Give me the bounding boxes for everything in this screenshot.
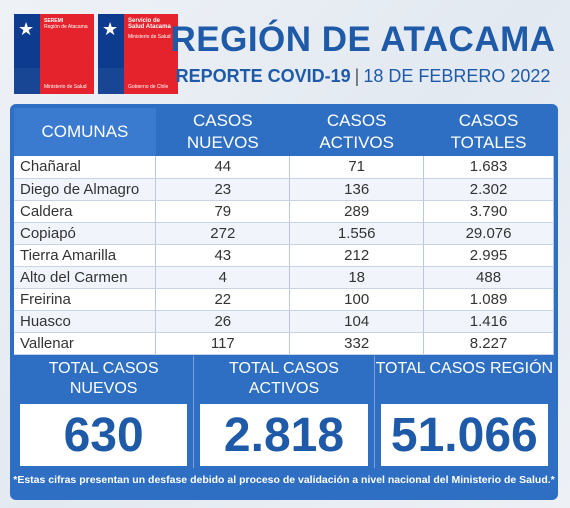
casos-totales-cell: 1.416 xyxy=(423,310,554,333)
star-icon: ★ xyxy=(102,19,119,39)
comuna-cell: Diego de Almagro xyxy=(14,178,157,201)
total-region-value: 51.066 xyxy=(390,408,538,462)
casos-totales-cell: 8.227 xyxy=(423,332,554,355)
totals-section: TOTAL CASOS NUEVOS 630 TOTAL CASOS ACTIV… xyxy=(14,356,554,468)
page-title: REGIÓN DE ATACAMA xyxy=(170,20,556,59)
logos: ★ SEREMI Región de Atacama Ministerio de… xyxy=(14,14,178,94)
table-row: Copiapó 272 1.556 29.076 xyxy=(14,222,554,245)
casos-activos-cell: 289 xyxy=(289,200,425,223)
casos-nuevos-cell: 272 xyxy=(155,222,291,245)
casos-activos-cell: 332 xyxy=(289,332,425,355)
casos-nuevos-cell: 26 xyxy=(155,310,291,333)
comuna-cell: Alto del Carmen xyxy=(14,266,157,289)
servicio-salud-logo: ★ Servicio de Salud Atacama Ministerio d… xyxy=(98,14,178,94)
report-date: 18 DE FEBRERO 2022 xyxy=(363,66,551,86)
casos-totales-cell: 2.302 xyxy=(423,178,554,201)
casos-nuevos-cell: 4 xyxy=(155,266,291,289)
casos-activos-cell: 71 xyxy=(289,156,425,179)
total-nuevos: TOTAL CASOS NUEVOS 630 xyxy=(14,356,193,468)
casos-totales-cell: 2.995 xyxy=(423,244,554,267)
casos-activos-cell: 136 xyxy=(289,178,425,201)
comuna-cell: Freirina xyxy=(14,288,157,311)
table-header-row: COMUNAS CASOS NUEVOS CASOS ACTIVOS CASOS… xyxy=(14,108,554,156)
casos-nuevos-cell: 79 xyxy=(155,200,291,223)
header-casos-totales: CASOS TOTALES xyxy=(423,108,554,156)
comuna-cell: Copiapó xyxy=(14,222,157,245)
header-comunas: COMUNAS xyxy=(14,108,156,156)
servicio-logo-line2: Ministerio de Salud xyxy=(128,34,171,40)
table-row: Chañaral 44 71 1.683 xyxy=(14,156,554,179)
total-activos: TOTAL CASOS ACTIVOS 2.818 xyxy=(193,356,373,468)
seremi-logo-line2: Región de Atacama xyxy=(44,24,88,30)
separator: | xyxy=(354,66,360,86)
report-subtitle: REPORTE COVID-19 | 18 DE FEBRERO 2022 xyxy=(168,66,558,87)
comuna-cell: Caldera xyxy=(14,200,157,223)
header-casos-activos: CASOS ACTIVOS xyxy=(289,108,424,156)
total-region-label: TOTAL CASOS REGIÓN xyxy=(375,360,554,377)
casos-totales-cell: 1.089 xyxy=(423,288,554,311)
table-row: Caldera 79 289 3.790 xyxy=(14,200,554,223)
footnote: *Estas cifras presentan un desfase debid… xyxy=(13,474,555,486)
comuna-cell: Chañaral xyxy=(14,156,157,179)
casos-nuevos-cell: 43 xyxy=(155,244,291,267)
comuna-cell: Huasco xyxy=(14,310,157,333)
total-activos-label: TOTAL CASOS ACTIVOS xyxy=(229,360,339,397)
casos-nuevos-cell: 44 xyxy=(155,156,291,179)
total-region: TOTAL CASOS REGIÓN 51.066 xyxy=(373,356,554,468)
casos-nuevos-cell: 22 xyxy=(155,288,291,311)
casos-totales-cell: 3.790 xyxy=(423,200,554,223)
casos-activos-cell: 18 xyxy=(289,266,425,289)
casos-totales-cell: 29.076 xyxy=(423,222,554,245)
total-activos-value: 2.818 xyxy=(223,408,345,462)
cases-table: COMUNAS CASOS NUEVOS CASOS ACTIVOS CASOS… xyxy=(14,108,554,355)
total-nuevos-value: 630 xyxy=(63,408,144,462)
total-nuevos-label: TOTAL CASOS NUEVOS xyxy=(48,360,159,397)
servicio-logo-line1: Servicio de Salud Atacama xyxy=(128,18,171,30)
table-row: Tierra Amarilla 43 212 2.995 xyxy=(14,244,554,267)
table-row: Diego de Almagro 23 136 2.302 xyxy=(14,178,554,201)
header-casos-nuevos: CASOS NUEVOS xyxy=(155,108,290,156)
casos-nuevos-cell: 117 xyxy=(155,332,291,355)
casos-activos-cell: 212 xyxy=(289,244,425,267)
casos-activos-cell: 104 xyxy=(289,310,425,333)
casos-totales-cell: 1.683 xyxy=(423,156,554,179)
table-row: Freirina 22 100 1.089 xyxy=(14,288,554,311)
casos-nuevos-cell: 23 xyxy=(155,178,291,201)
seremi-logo-line3: Ministerio de Salud xyxy=(44,84,87,90)
report-label: REPORTE COVID-19 xyxy=(175,66,351,86)
casos-totales-cell: 488 xyxy=(423,266,554,289)
table-row: Vallenar 117 332 8.227 xyxy=(14,332,554,355)
casos-activos-cell: 100 xyxy=(289,288,425,311)
casos-activos-cell: 1.556 xyxy=(289,222,425,245)
table-row: Alto del Carmen 4 18 488 xyxy=(14,266,554,289)
comuna-cell: Tierra Amarilla xyxy=(14,244,157,267)
servicio-logo-line3: Gobierno de Chile xyxy=(128,84,169,90)
comuna-cell: Vallenar xyxy=(14,332,157,355)
star-icon: ★ xyxy=(18,19,35,39)
seremi-logo: ★ SEREMI Región de Atacama Ministerio de… xyxy=(14,14,94,94)
table-row: Huasco 26 104 1.416 xyxy=(14,310,554,333)
seremi-logo-line1: SEREMI xyxy=(44,18,64,24)
